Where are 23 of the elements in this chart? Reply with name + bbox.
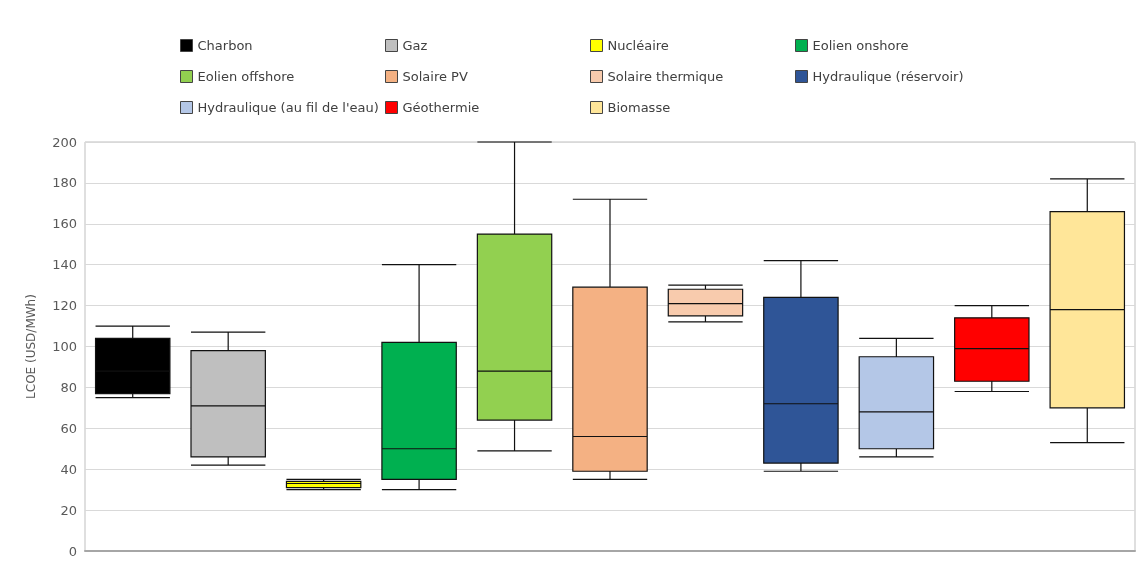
- y-tick-label: 200: [52, 134, 77, 150]
- legend-label: Gaz: [402, 38, 428, 53]
- y-tick-label: 160: [52, 216, 77, 232]
- legend-label: Géothermie: [402, 100, 480, 115]
- legend-label: Solaire PV: [402, 69, 468, 84]
- legend-label: Nucléaire: [607, 38, 669, 53]
- legend-label: Hydraulique (réservoir): [812, 69, 964, 84]
- legend-label: Charbon: [197, 38, 253, 53]
- y-axis-title: LCOE (USD/MWh): [24, 294, 38, 399]
- legend-label: Hydraulique (au fil de l'eau): [197, 100, 379, 115]
- y-tick-label: 180: [52, 175, 77, 191]
- y-tick-label: 80: [60, 379, 77, 395]
- y-tick-label: 120: [52, 298, 77, 314]
- y-tick-label: 140: [52, 257, 77, 273]
- y-tick-label: 40: [60, 461, 77, 477]
- y-tick-label: 20: [60, 502, 77, 518]
- legend-label: Biomasse: [607, 100, 671, 115]
- y-tick-label: 100: [52, 339, 77, 354]
- legend-label: Eolien offshore: [197, 69, 295, 84]
- y-tick-label: 60: [60, 420, 77, 436]
- legend-label: Eolien onshore: [812, 38, 909, 53]
- y-tick-label: 0: [68, 543, 77, 559]
- legend-label: Solaire thermique: [607, 69, 724, 84]
